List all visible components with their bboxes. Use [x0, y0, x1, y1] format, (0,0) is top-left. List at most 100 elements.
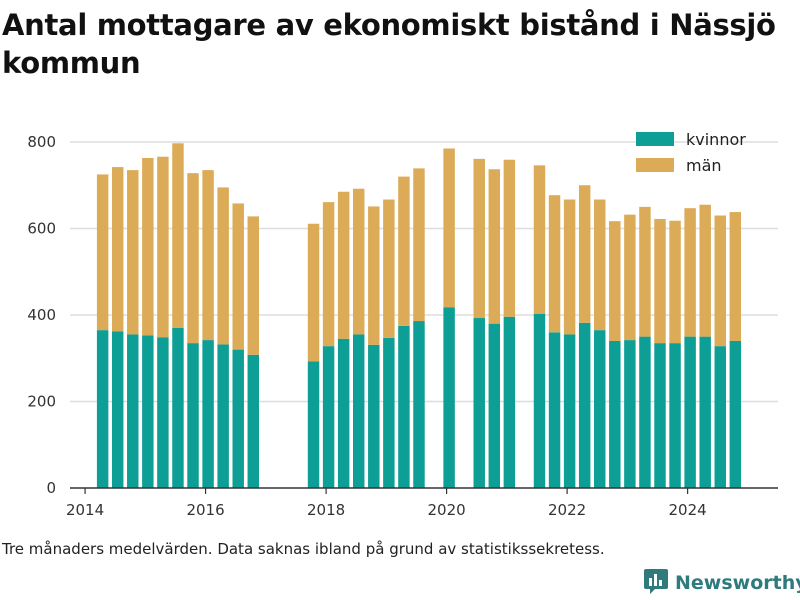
bar-kvinnor [563, 334, 576, 488]
bars [96, 143, 742, 488]
bar-kvinnor [217, 344, 229, 488]
bar-man [307, 223, 320, 362]
bar-kvinnor [624, 340, 636, 488]
bar-kvinnor [172, 327, 184, 488]
page-title: Antal mottagare av ekonomiskt bistånd i … [2, 8, 776, 80]
bar-man [352, 188, 365, 335]
bar-kvinnor [443, 307, 455, 488]
bar-man [96, 174, 109, 331]
bar-chart-logo-icon [644, 568, 668, 598]
y-tick-label: 0 [46, 479, 56, 497]
bar-man [398, 176, 410, 326]
bar-man [654, 218, 666, 344]
bar-kvinnor [111, 331, 124, 488]
bar-kvinnor [337, 338, 350, 488]
bar-kvinnor [307, 361, 320, 488]
bar-man [699, 204, 711, 337]
bar-kvinnor [127, 334, 139, 488]
axes: 0 200 400 600 800 2014 2016 2018 2020 2022 2024 [27, 133, 778, 519]
bar-man [624, 214, 636, 341]
bar-kvinnor [578, 322, 591, 488]
bar-kvinnor [699, 336, 711, 488]
brand-name: Newsworthy [675, 572, 800, 594]
bar-man [578, 185, 591, 323]
bar-kvinnor [368, 344, 380, 488]
bar-man [563, 199, 576, 335]
legend-label-kvinnor: kvinnor [686, 129, 746, 149]
bar-man [548, 195, 561, 333]
bar-man [714, 215, 726, 347]
bar-man [639, 206, 651, 337]
bar-kvinnor [594, 330, 606, 488]
legend-label-man: män [686, 155, 722, 175]
x-tick-label: 2024 [669, 501, 707, 519]
bar-kvinnor [383, 337, 395, 488]
bar-man [337, 191, 350, 339]
bar-man [729, 212, 742, 341]
x-tick-label: 2014 [66, 501, 104, 519]
legend-swatch-man [636, 158, 674, 172]
bar-man [488, 169, 501, 324]
legend: kvinnor män [636, 126, 746, 178]
bar-man [669, 220, 681, 344]
bar-man [232, 203, 244, 350]
bar-man [247, 216, 260, 355]
y-tick-label: 400 [27, 306, 56, 324]
bar-kvinnor [533, 313, 546, 488]
bar-man [187, 173, 199, 344]
brand[interactable]: Newsworthy [644, 568, 800, 598]
bar-kvinnor [413, 321, 425, 488]
legend-swatch-kvinnor [636, 132, 674, 146]
bar-kvinnor [398, 325, 410, 488]
x-tick-label: 2016 [186, 501, 224, 519]
bar-kvinnor [157, 337, 169, 488]
bar-kvinnor [488, 323, 501, 488]
bar-man [217, 187, 229, 345]
bar-man [684, 208, 696, 337]
bar-kvinnor [473, 318, 485, 488]
bar-man [609, 221, 621, 341]
bar-kvinnor [247, 354, 260, 488]
y-tick-label: 800 [27, 133, 56, 151]
bar-man [322, 202, 335, 347]
y-tick-label: 600 [27, 220, 56, 238]
bar-kvinnor [684, 336, 696, 488]
bar-man [202, 170, 214, 341]
x-tick-label: 2018 [307, 501, 345, 519]
y-tick-label: 200 [27, 393, 56, 411]
bar-man [413, 168, 425, 322]
bar-man [383, 199, 395, 338]
bar-kvinnor [322, 346, 335, 488]
bar-man [594, 199, 606, 331]
bar-kvinnor [352, 334, 365, 488]
bar-kvinnor [142, 335, 154, 488]
bar-man [503, 159, 516, 317]
bar-kvinnor [187, 343, 199, 488]
bar-kvinnor [96, 330, 109, 488]
bar-kvinnor [202, 340, 214, 488]
footnote: Tre månaders medelvärden. Data saknas ib… [2, 540, 605, 558]
x-tick-label: 2022 [548, 501, 586, 519]
bar-man [127, 170, 139, 335]
bar-kvinnor [669, 343, 681, 488]
bar-kvinnor [609, 340, 621, 488]
bar-kvinnor [729, 340, 742, 488]
bar-man [533, 165, 546, 314]
bar-man [142, 158, 154, 336]
bar-kvinnor [232, 349, 244, 488]
bar-man [111, 167, 124, 332]
x-tick-label: 2020 [428, 501, 466, 519]
bar-kvinnor [503, 316, 516, 488]
bar-man [473, 158, 485, 319]
bar-man [172, 143, 184, 328]
legend-item-kvinnor: kvinnor [636, 126, 746, 152]
bar-man [443, 148, 455, 308]
bar-man [157, 156, 169, 338]
bar-man [368, 206, 380, 345]
bar-kvinnor [548, 332, 561, 488]
bar-kvinnor [654, 343, 666, 488]
legend-item-man: män [636, 152, 746, 178]
bar-kvinnor [714, 346, 726, 488]
bar-kvinnor [639, 336, 651, 488]
